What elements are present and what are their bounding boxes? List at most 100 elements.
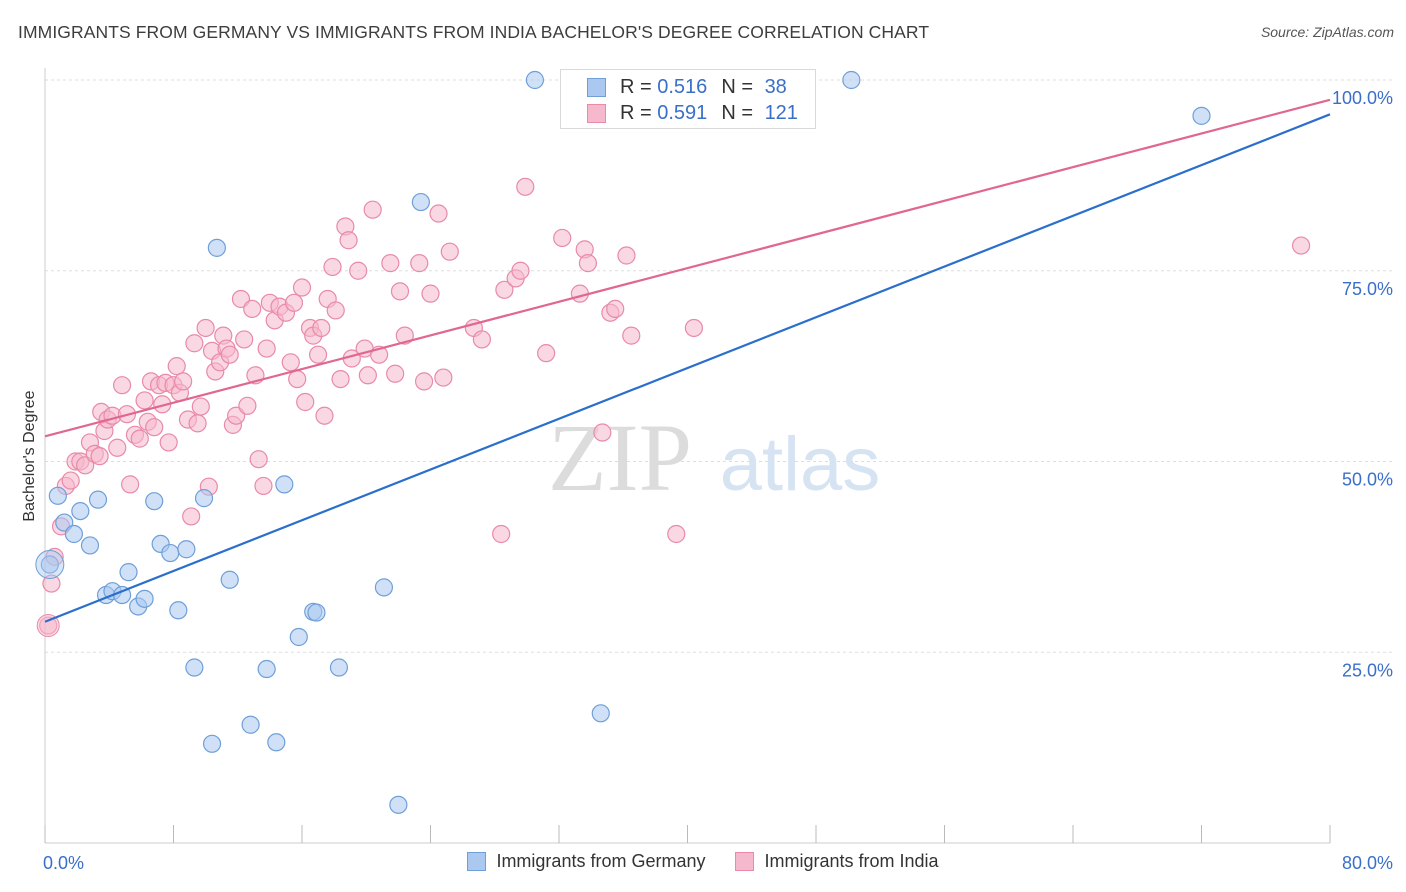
india-point [121, 475, 140, 494]
watermark-zip: ZIP [548, 404, 692, 511]
legend-r-value: 0.591 [657, 101, 708, 124]
chart-title: IMMIGRANTS FROM GERMANY VS IMMIGRANTS FR… [18, 22, 930, 42]
germany-point [329, 658, 349, 677]
india-point [440, 242, 459, 261]
india-point [167, 357, 186, 376]
y-axis-title: Bachelor's Degree [21, 390, 38, 521]
legend-r-label: R = [620, 75, 652, 98]
india-point [667, 524, 686, 544]
india-point [188, 414, 207, 433]
india-point [191, 397, 210, 416]
legend-row-india: R = 0.591 N = 121 [587, 100, 798, 126]
india-point [238, 396, 257, 415]
germany-point [1192, 106, 1211, 125]
germany-point [275, 475, 294, 494]
india-point [410, 254, 429, 273]
germany-points [35, 70, 1211, 814]
india-point [326, 301, 345, 320]
india-point [61, 471, 80, 490]
legend-n-label: N = [721, 101, 753, 124]
india-point [492, 524, 511, 544]
india-point [292, 278, 312, 297]
y-tick-label: 75.0% [1342, 279, 1393, 299]
germany-point [591, 704, 610, 723]
germany-point [525, 70, 545, 90]
india-point [284, 293, 304, 312]
germany-point [307, 603, 326, 622]
y-tick-label: 25.0% [1342, 660, 1393, 680]
germany-point [80, 536, 100, 555]
india-point [429, 204, 448, 223]
watermark: ZIP atlas [548, 404, 880, 511]
germany-point [119, 563, 138, 582]
india-point-cluster [36, 614, 60, 638]
india-point [434, 368, 453, 387]
india-swatch [587, 103, 606, 123]
germany-point [389, 795, 408, 814]
legend-n-value: 121 [764, 101, 798, 124]
germany-point [207, 238, 226, 257]
india-point [358, 366, 377, 385]
india-point [578, 254, 598, 273]
germany-point [202, 734, 222, 753]
germany-point [185, 658, 204, 677]
series-legend: Immigrants from Germany Immigrants from … [0, 851, 1406, 872]
india-point [414, 372, 434, 391]
germany-trend-line [44, 113, 1331, 623]
india-point [296, 392, 315, 412]
germany-point [374, 578, 394, 597]
india-point [185, 334, 204, 353]
germany-point [145, 492, 164, 511]
india-point [617, 246, 636, 265]
india-point [684, 318, 704, 338]
india-point [145, 418, 164, 437]
germany-point-cluster [35, 550, 65, 580]
y-tick-label: 50.0% [1342, 470, 1393, 490]
india-trend-line [44, 98, 1331, 438]
india-point [108, 438, 127, 457]
india-point [90, 447, 109, 466]
india-point [495, 280, 514, 299]
germany-point [64, 524, 84, 544]
india-point [606, 299, 625, 318]
watermark-atlas: atlas [720, 422, 881, 507]
india-point [257, 339, 276, 358]
india-point [386, 364, 405, 383]
india-point [553, 228, 572, 248]
germany-legend-swatch [467, 852, 487, 871]
india-point [339, 231, 358, 250]
germany-legend-label: Immigrants from Germany [496, 851, 706, 871]
germany-point [842, 70, 861, 90]
axes [44, 68, 1331, 844]
india-point [135, 391, 154, 410]
germany-point [289, 627, 308, 647]
x-tick-label: 0.0% [43, 853, 84, 873]
correlation-legend: R = 0.516 N = 38 R = 0.591 N = 121 [560, 69, 816, 129]
india-point [537, 344, 556, 363]
trend-lines [44, 98, 1331, 623]
india-point [42, 574, 61, 593]
germany-point [241, 715, 260, 734]
india-point [323, 257, 342, 277]
legend-row-germany: R = 0.516 N = 38 [587, 74, 787, 100]
india-point [249, 450, 268, 469]
germany-point [169, 601, 188, 620]
india-point [421, 284, 440, 303]
india-point [182, 507, 201, 526]
india-point [220, 345, 239, 364]
india-point [593, 423, 612, 442]
india-point [112, 376, 132, 395]
india-point [130, 429, 149, 448]
india-point [235, 330, 254, 349]
india-point [516, 177, 535, 196]
india-point [254, 476, 273, 496]
india-legend-label: Immigrants from India [764, 851, 939, 871]
india-point [331, 369, 350, 389]
india-point [1291, 236, 1311, 255]
india-point [395, 326, 414, 345]
germany-point [267, 733, 286, 752]
india-point [243, 299, 262, 318]
germany-point [257, 659, 276, 679]
india-point [159, 433, 178, 452]
